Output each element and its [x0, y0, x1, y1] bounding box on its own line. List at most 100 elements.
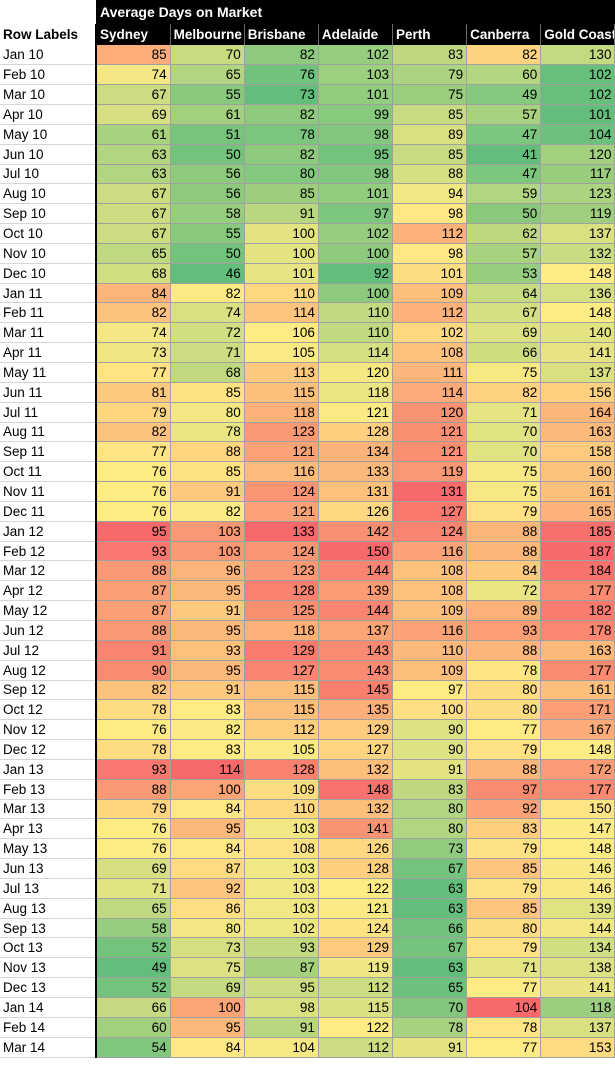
value-cell[interactable]: 77 — [466, 1037, 542, 1058]
value-cell[interactable]: 123 — [244, 560, 319, 582]
value-cell[interactable]: 134 — [318, 441, 394, 463]
value-cell[interactable]: 135 — [318, 699, 394, 721]
value-cell[interactable]: 47 — [466, 164, 542, 185]
value-cell[interactable]: 83 — [466, 818, 542, 840]
value-cell[interactable]: 50 — [466, 203, 542, 225]
value-cell[interactable]: 91 — [170, 481, 245, 502]
value-cell[interactable]: 112 — [244, 719, 319, 741]
value-cell[interactable]: 138 — [540, 957, 615, 979]
value-cell[interactable]: 82 — [96, 422, 171, 443]
value-cell[interactable]: 146 — [540, 878, 615, 899]
value-cell[interactable]: 132 — [318, 799, 394, 820]
value-cell[interactable]: 64 — [466, 283, 542, 304]
row-label[interactable]: May 12 — [0, 600, 97, 621]
value-cell[interactable]: 49 — [466, 84, 542, 106]
row-label[interactable]: Mar 13 — [0, 799, 97, 820]
title-blank-cell[interactable] — [0, 0, 96, 24]
value-cell[interactable]: 177 — [540, 779, 615, 800]
value-cell[interactable]: 133 — [318, 461, 394, 483]
value-cell[interactable]: 106 — [244, 322, 319, 344]
value-cell[interactable]: 102 — [540, 64, 615, 86]
value-cell[interactable]: 88 — [466, 541, 542, 562]
value-cell[interactable]: 74 — [96, 64, 171, 86]
value-cell[interactable]: 82 — [466, 45, 542, 66]
row-label[interactable]: Dec 11 — [0, 501, 97, 522]
value-cell[interactable]: 104 — [244, 1037, 319, 1058]
value-cell[interactable]: 102 — [540, 84, 615, 106]
value-cell[interactable]: 82 — [96, 302, 171, 324]
value-cell[interactable]: 127 — [244, 660, 319, 681]
value-cell[interactable]: 77 — [466, 977, 542, 998]
value-cell[interactable]: 114 — [318, 342, 394, 363]
value-cell[interactable]: 85 — [466, 898, 542, 919]
value-cell[interactable]: 59 — [466, 183, 542, 205]
value-cell[interactable]: 165 — [540, 501, 615, 522]
value-cell[interactable]: 128 — [318, 858, 394, 879]
value-cell[interactable]: 120 — [318, 362, 394, 383]
value-cell[interactable]: 112 — [318, 1037, 394, 1058]
value-cell[interactable]: 102 — [244, 918, 319, 939]
row-label[interactable]: Apr 10 — [0, 104, 97, 125]
value-cell[interactable]: 67 — [392, 937, 468, 959]
value-cell[interactable]: 114 — [244, 302, 319, 324]
row-label[interactable]: Jun 11 — [0, 382, 97, 403]
value-cell[interactable]: 95 — [170, 620, 245, 641]
value-cell[interactable]: 102 — [318, 45, 394, 66]
value-cell[interactable]: 88 — [392, 164, 468, 185]
value-cell[interactable]: 150 — [540, 799, 615, 820]
value-cell[interactable]: 116 — [244, 461, 319, 483]
value-cell[interactable]: 102 — [318, 223, 394, 244]
value-cell[interactable]: 129 — [244, 640, 319, 661]
value-cell[interactable]: 80 — [466, 699, 542, 721]
value-cell[interactable]: 56 — [170, 183, 245, 205]
row-label[interactable]: Sep 12 — [0, 680, 97, 701]
value-cell[interactable]: 52 — [96, 937, 171, 959]
row-label[interactable]: Nov 10 — [0, 243, 97, 264]
value-cell[interactable]: 91 — [170, 680, 245, 701]
row-label[interactable]: Dec 13 — [0, 977, 97, 998]
row-label[interactable]: Aug 13 — [0, 898, 97, 919]
value-cell[interactable]: 68 — [96, 263, 171, 284]
value-cell[interactable]: 83 — [392, 779, 468, 800]
row-label[interactable]: Sep 13 — [0, 918, 97, 939]
row-label[interactable]: Aug 11 — [0, 422, 97, 443]
value-cell[interactable]: 100 — [170, 779, 245, 800]
value-cell[interactable]: 95 — [96, 521, 171, 542]
value-cell[interactable]: 75 — [170, 957, 245, 979]
value-cell[interactable]: 128 — [244, 759, 319, 780]
value-cell[interactable]: 65 — [96, 898, 171, 919]
value-cell[interactable]: 118 — [244, 620, 319, 641]
column-header-gold-coast[interactable]: Gold Coast — [540, 24, 615, 45]
row-label[interactable]: Sep 10 — [0, 203, 97, 225]
value-cell[interactable]: 153 — [540, 1037, 615, 1058]
value-cell[interactable]: 144 — [318, 560, 394, 582]
value-cell[interactable]: 146 — [540, 858, 615, 879]
value-cell[interactable]: 66 — [96, 997, 171, 1018]
value-cell[interactable]: 148 — [540, 838, 615, 860]
value-cell[interactable]: 60 — [466, 64, 542, 86]
value-cell[interactable]: 79 — [466, 739, 542, 760]
value-cell[interactable]: 122 — [318, 878, 394, 899]
value-cell[interactable]: 150 — [318, 541, 394, 562]
value-cell[interactable]: 83 — [170, 739, 245, 760]
value-cell[interactable]: 99 — [318, 104, 394, 125]
value-cell[interactable]: 67 — [96, 183, 171, 205]
value-cell[interactable]: 65 — [96, 243, 171, 264]
value-cell[interactable]: 79 — [392, 64, 468, 86]
value-cell[interactable]: 78 — [96, 699, 171, 721]
row-label[interactable]: Jan 14 — [0, 997, 97, 1018]
value-cell[interactable]: 70 — [170, 45, 245, 66]
value-cell[interactable]: 129 — [318, 719, 394, 741]
value-cell[interactable]: 95 — [170, 580, 245, 602]
value-cell[interactable]: 123 — [540, 183, 615, 205]
value-cell[interactable]: 82 — [244, 144, 319, 165]
value-cell[interactable]: 67 — [96, 84, 171, 106]
value-cell[interactable]: 103 — [244, 898, 319, 919]
value-cell[interactable]: 145 — [318, 680, 394, 701]
value-cell[interactable]: 71 — [96, 878, 171, 899]
value-cell[interactable]: 77 — [96, 362, 171, 383]
value-cell[interactable]: 41 — [466, 144, 542, 165]
value-cell[interactable]: 88 — [170, 441, 245, 463]
value-cell[interactable]: 67 — [466, 302, 542, 324]
value-cell[interactable]: 78 — [466, 660, 542, 681]
